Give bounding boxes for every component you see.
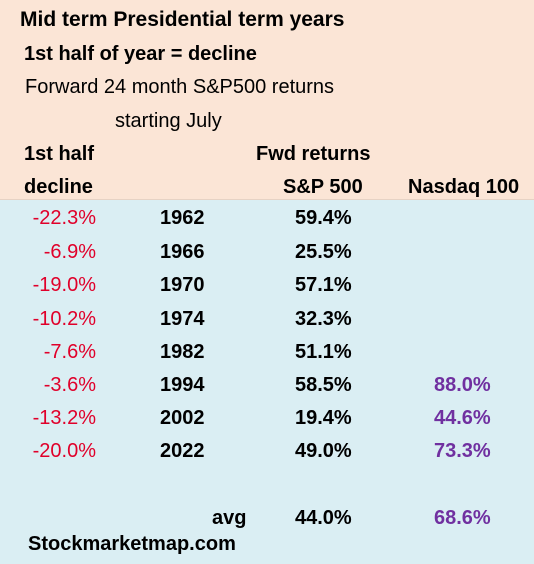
cell-sp500: 32.3%	[295, 308, 352, 330]
cell-sp500: 19.4%	[295, 407, 352, 429]
header-panel	[0, 0, 534, 200]
cell-sp500: 57.1%	[295, 274, 352, 296]
cell-decline: -7.6%	[43, 341, 96, 363]
col-header-decline-line1: 1st half	[24, 143, 95, 165]
cell-year: 1982	[160, 341, 205, 363]
cell-year: 2022	[160, 440, 205, 462]
col-header-sp500: S&P 500	[283, 176, 363, 198]
cell-decline: -6.9%	[43, 241, 96, 263]
cell-year: 1994	[160, 374, 205, 396]
cell-nasdaq: 73.3%	[434, 440, 491, 462]
cell-decline: -3.6%	[43, 374, 96, 396]
cell-year: 1966	[160, 241, 205, 263]
cell-year: 1970	[160, 274, 205, 296]
average-label: avg	[212, 507, 247, 529]
cell-nasdaq: 44.6%	[434, 407, 491, 429]
col-header-decline-line2: decline	[24, 176, 93, 198]
subtitle: 1st half of year = decline	[24, 43, 257, 65]
cell-sp500: 51.1%	[295, 341, 352, 363]
col-header-fwd-line1: Fwd returns	[256, 143, 371, 165]
col-header-nasdaq: Nasdaq 100	[408, 176, 520, 198]
cell-sp500: 59.4%	[295, 207, 352, 229]
cell-year: 1962	[160, 207, 205, 229]
cell-decline: -20.0%	[32, 440, 96, 462]
cell-decline: -22.3%	[32, 207, 96, 229]
source-footer: Stockmarketmap.com	[28, 533, 236, 555]
cell-sp500: 58.5%	[295, 374, 352, 396]
description-line-2: starting July	[115, 110, 222, 132]
cell-year: 1974	[160, 308, 205, 330]
cell-sp500: 49.0%	[295, 440, 352, 462]
page-title: Mid term Presidential term years	[20, 8, 345, 31]
cell-decline: -13.2%	[32, 407, 96, 429]
average-nasdaq: 68.6%	[434, 507, 491, 529]
cell-decline: -10.2%	[32, 308, 96, 330]
description-line-1: Forward 24 month S&P500 returns	[25, 76, 335, 98]
cell-decline: -19.0%	[32, 274, 96, 296]
cell-nasdaq: 88.0%	[434, 374, 491, 396]
cell-sp500: 25.5%	[295, 241, 352, 263]
cell-year: 2002	[160, 407, 205, 429]
divider	[0, 199, 534, 200]
average-sp500: 44.0%	[295, 507, 352, 529]
table-body-panel	[0, 200, 534, 564]
